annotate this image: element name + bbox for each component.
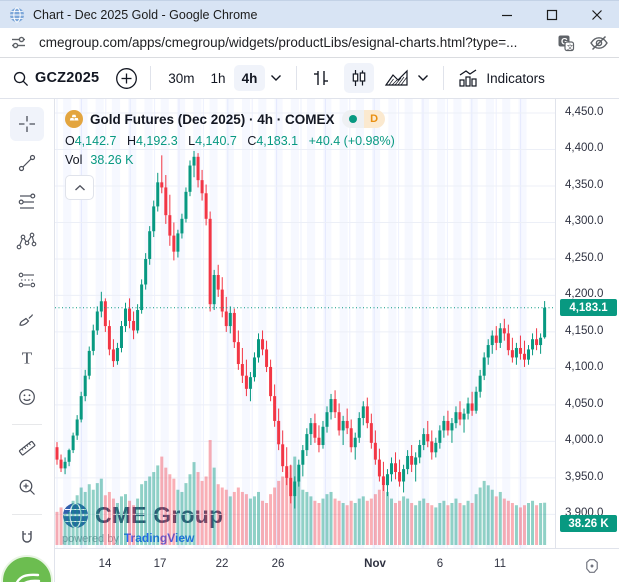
chat-icon xyxy=(15,573,41,582)
intervals-dropdown-chevron[interactable] xyxy=(265,63,287,93)
time-axis[interactable]: 14 17 22 26 Nov 6 11 xyxy=(55,548,619,582)
svg-text:G: G xyxy=(561,36,568,46)
drawing-toolbar: T xyxy=(0,99,55,582)
indicators-button[interactable]: Indicators xyxy=(453,63,549,93)
divider xyxy=(150,66,152,90)
watermark-powered-by: powered by xyxy=(62,533,119,545)
price-tick: 4,300.0 xyxy=(565,215,604,228)
trend-line-tool[interactable] xyxy=(10,146,44,180)
divider xyxy=(12,514,42,515)
chart-toolbar: GCZ2025 30m 1h 4h xyxy=(0,58,619,99)
volume-value: 38.26 K xyxy=(90,153,134,167)
price-tick: 4,250.0 xyxy=(565,251,604,264)
last-price-badge: 4,183.1 xyxy=(560,299,617,317)
divider xyxy=(443,66,445,90)
open-value: 4,142.7 xyxy=(74,134,117,148)
indicators-icon xyxy=(459,69,477,87)
time-tick: Nov xyxy=(364,558,386,570)
divider xyxy=(12,424,42,425)
cme-globe-icon xyxy=(63,502,88,529)
zoom-in-tool[interactable] xyxy=(10,470,44,504)
ruler-tool[interactable] xyxy=(10,431,44,465)
time-tick: 26 xyxy=(271,558,285,570)
data-delay-badge: D xyxy=(363,110,385,128)
symbol-title[interactable]: Gold Futures (Dec 2025) · 4h · COMEX xyxy=(90,111,335,127)
styles-dropdown-chevron[interactable] xyxy=(412,63,434,93)
chart-legend: Gold Futures (Dec 2025) · 4h · COMEX D O… xyxy=(65,110,402,167)
price-tick: 4,150.0 xyxy=(565,324,604,337)
time-tick: 17 xyxy=(153,558,167,570)
time-tick: 22 xyxy=(215,558,229,570)
price-tick: 4,100.0 xyxy=(565,361,604,374)
projection-tool[interactable] xyxy=(10,263,44,297)
window-titlebar: Chart - Dec 2025 Gold - Google Chrome xyxy=(0,0,619,28)
price-axis[interactable]: 4,183.1 38.26 K 4,450.0 4,400.0 4,350.0 4,3… xyxy=(555,99,619,548)
symbol-search-button[interactable]: GCZ2025 xyxy=(35,70,100,86)
market-open-dot xyxy=(348,115,357,123)
price-tick: 4,450.0 xyxy=(565,106,604,118)
address-bar: cmegroup.com/apps/cmegroup/widgets/produ… xyxy=(0,28,619,58)
tradingview-logo: TradingView xyxy=(124,531,194,545)
interval-30m-button[interactable]: 30m xyxy=(168,70,195,86)
page-globe-icon xyxy=(10,7,24,22)
search-icon[interactable] xyxy=(12,70,29,87)
change-value: +40.4 (+0.98%) xyxy=(308,134,395,148)
brush-tool[interactable] xyxy=(10,302,44,336)
site-controls-icon[interactable] xyxy=(10,34,27,51)
magnet-tool[interactable] xyxy=(10,521,44,555)
bars-style-button[interactable] xyxy=(306,63,336,93)
price-tick: 4,050.0 xyxy=(565,397,604,410)
price-tick: 3,950.0 xyxy=(565,470,604,483)
crosshair-tool[interactable] xyxy=(10,107,44,141)
divider xyxy=(296,66,298,90)
interval-4h-button[interactable]: 4h xyxy=(233,65,266,91)
time-tick: 6 xyxy=(436,558,444,570)
candles-style-button[interactable] xyxy=(344,63,375,93)
market-status-pill: D xyxy=(341,110,385,128)
translate-icon[interactable]: G 文 xyxy=(557,34,575,52)
text-tool[interactable]: T xyxy=(10,341,44,375)
interval-1h-button[interactable]: 1h xyxy=(210,70,226,86)
price-tick: 4,000.0 xyxy=(565,434,604,447)
time-tick: 14 xyxy=(98,558,112,570)
svg-text:文: 文 xyxy=(567,41,574,50)
chart-settings-gear-icon[interactable] xyxy=(583,557,601,575)
watermark-brand: CME Group xyxy=(95,502,224,528)
close-value: 4,183.1 xyxy=(256,134,299,148)
chart-plot-area[interactable]: CME Group powered by TradingView xyxy=(55,99,555,548)
fib-retracement-tool[interactable] xyxy=(10,185,44,219)
high-value: 4,192.3 xyxy=(135,134,178,148)
chart-widget: CME Group powered by TradingView xyxy=(55,99,619,582)
window-title: Chart - Dec 2025 Gold - Google Chrome xyxy=(33,7,258,22)
area-style-button[interactable] xyxy=(382,63,412,93)
volume-badge: 38.26 K xyxy=(560,515,617,532)
pattern-tool[interactable] xyxy=(10,224,44,258)
emoji-tool[interactable] xyxy=(10,380,44,414)
gold-symbol-icon xyxy=(65,110,83,128)
compare-add-button[interactable] xyxy=(111,63,141,93)
svg-text:T: T xyxy=(22,349,33,368)
legend-collapse-button[interactable] xyxy=(65,175,94,200)
candlestick-chart[interactable] xyxy=(55,99,555,548)
maximize-button[interactable] xyxy=(529,1,574,28)
url-field[interactable]: cmegroup.com/apps/cmegroup/widgets/produ… xyxy=(39,35,518,50)
time-tick: 11 xyxy=(494,558,506,570)
price-tick: 4,350.0 xyxy=(565,178,604,191)
close-button[interactable] xyxy=(574,1,619,28)
eye-off-icon[interactable] xyxy=(589,34,609,52)
minimize-button[interactable] xyxy=(484,1,529,28)
ohlc-row: O4,142.7 H4,192.3 L4,140.7 C4,183.1 +40.… xyxy=(65,134,395,148)
volume-row: Vol 38.26 K xyxy=(65,153,134,167)
indicators-label: Indicators xyxy=(486,70,545,86)
cme-watermark: CME Group powered by TradingView xyxy=(62,502,223,545)
low-value: 4,140.7 xyxy=(195,134,237,148)
price-tick: 4,400.0 xyxy=(565,142,604,155)
price-tick: 4,200.0 xyxy=(565,288,604,301)
